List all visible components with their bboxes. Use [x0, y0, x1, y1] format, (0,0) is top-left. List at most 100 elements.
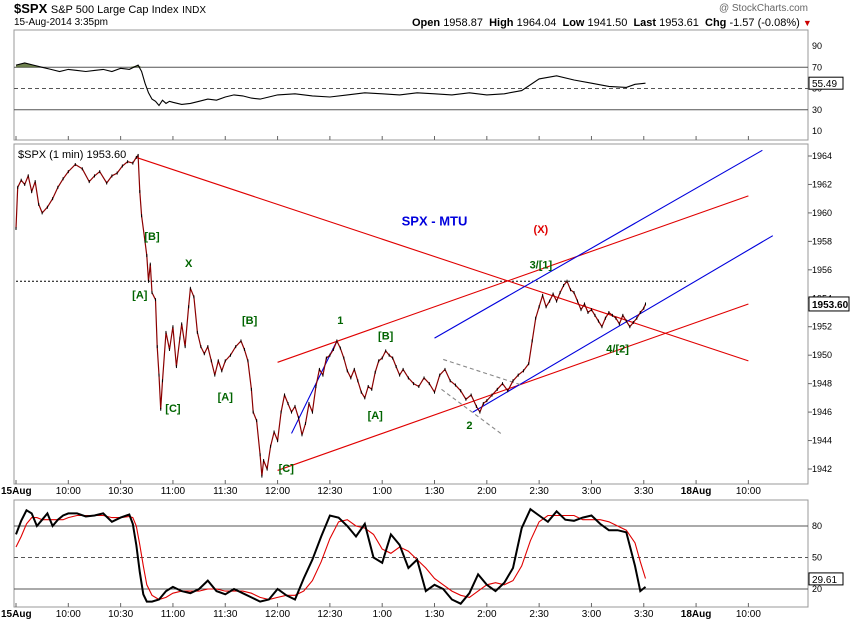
x-tick-label: 10:30	[108, 609, 133, 620]
high-value: 1964.04	[516, 17, 557, 29]
down-arrow-icon: ▼	[802, 18, 812, 28]
x-tick-label: 15Aug	[1, 609, 32, 620]
x-tick-label: 2:30	[529, 486, 549, 497]
rsi-last-box	[808, 76, 844, 90]
ohlc-summary: Open 1958.87 High 1964.04 Low 1941.50 La…	[412, 17, 812, 29]
x-tick-label: 15Aug	[1, 486, 32, 497]
lower-red-channel-line	[277, 303, 749, 471]
x-tick-label: 3:30	[634, 609, 654, 620]
x-tick-label: 2:30	[529, 609, 549, 620]
rsi-overbought-fill	[16, 63, 142, 68]
y-tick-label: 1960	[812, 208, 832, 218]
wave-label: 2	[466, 420, 472, 432]
low-value: 1941.50	[587, 17, 628, 29]
price-panel-frame	[13, 143, 809, 485]
y-tick-label: 1964	[812, 151, 832, 161]
rsi-tick-label: 90	[812, 41, 822, 51]
x-tick-label: 10:00	[736, 486, 761, 497]
chg-label: Chg	[705, 17, 727, 29]
y-tick-label: 1952	[812, 322, 832, 332]
wave-label: 4/[2]	[606, 343, 629, 355]
x-tick-label: 10:00	[56, 609, 81, 620]
stoch-tick-label: 20	[812, 584, 822, 594]
wave-label: X	[185, 258, 193, 270]
y-tick-label: 1956	[812, 265, 832, 275]
y-tick-label: 1962	[812, 179, 832, 189]
descending-red-line-line	[136, 156, 749, 362]
y-tick-label: 1944	[812, 436, 832, 446]
label-layer: $SPX (1 min) 1953.60 SPX - MTU [B] X [A] [B] […	[18, 149, 629, 475]
x-tick-label: 3:30	[634, 486, 654, 497]
x-tick-label: 11:30	[213, 486, 238, 497]
x-tick-label: 11:00	[161, 486, 186, 497]
upper-blue-channel-line	[434, 149, 763, 339]
high-label: High	[489, 17, 514, 29]
x-tick-label: 11:00	[161, 609, 186, 620]
rsi-last-label: 55.49	[812, 79, 837, 90]
grid-layer: 15Aug15Aug10:0010:0010:3010:3011:0011:00…	[1, 41, 850, 620]
wave-label: [A]	[218, 392, 234, 404]
wave-label: [B]	[144, 231, 160, 243]
price-series-line	[15, 153, 647, 477]
index-name: S&P 500 Large Cap Index	[50, 4, 179, 16]
y-tick-label: 1958	[812, 236, 832, 246]
rsi-tick-label: 30	[812, 105, 822, 115]
x-tick-label: 3:00	[582, 609, 602, 620]
upper-red-channel-line	[277, 195, 749, 363]
stoch-d-line	[15, 514, 647, 601]
price-panel-title: $SPX (1 min) 1953.60	[18, 149, 126, 161]
last-price-label: 1953.60	[812, 300, 849, 311]
open-value: 1958.87	[443, 17, 483, 29]
stoch-k-line	[15, 507, 647, 605]
wave-label: [C]	[279, 463, 295, 475]
x-tick-label: 11:30	[213, 609, 238, 620]
x-tick-label: 12:30	[317, 609, 342, 620]
y-tick-label: 1942	[812, 464, 832, 474]
stoch-tick-label: 80	[812, 521, 822, 531]
stoch-last-box	[808, 572, 844, 586]
y-tick-label: 1948	[812, 379, 832, 389]
trendline-layer	[16, 149, 774, 471]
x-tick-label: 18Aug	[681, 609, 712, 620]
wave-label: [C]	[165, 403, 181, 415]
x-tick-label: 1:00	[372, 609, 392, 620]
x-tick-label: 10:30	[108, 486, 133, 497]
open-label: Open	[412, 17, 441, 29]
lower-blue-channel-line	[472, 235, 774, 413]
chg-value: -1.57 (-0.08%)	[729, 17, 800, 29]
wave-label: [A]	[368, 410, 384, 422]
low-label: Low	[562, 17, 585, 29]
header-symbol-line: $SPX S&P 500 Large Cap Index INDX	[14, 1, 206, 16]
x-tick-label: 1:30	[425, 486, 445, 497]
x-tick-label: 12:00	[265, 609, 290, 620]
x-tick-label: 10:00	[736, 609, 761, 620]
wave-label: [A]	[132, 289, 148, 301]
wave-label: 3/[1]	[530, 259, 553, 271]
last-price-box	[808, 296, 850, 312]
rsi-panel-frame	[13, 29, 809, 141]
wave-label: [B]	[378, 331, 394, 343]
rsi-tick-label: 70	[812, 62, 822, 72]
x-tick-label: 2:00	[477, 486, 497, 497]
x-tick-label: 12:00	[265, 486, 290, 497]
exchange: INDX	[182, 5, 207, 16]
grey-wedge-bottom-line	[441, 388, 502, 434]
y-tick-label: 1946	[812, 407, 832, 417]
x-tick-label: 12:30	[317, 486, 342, 497]
x-tick-label: 1:00	[372, 486, 392, 497]
x-tick-label: 1:30	[425, 609, 445, 620]
rsi-series-line	[15, 62, 646, 107]
rsi-tick-label: 10	[812, 126, 822, 136]
x-tick-label: 3:00	[582, 486, 602, 497]
x-tick-label: 18Aug	[681, 486, 712, 497]
x-tick-label: 2:00	[477, 609, 497, 620]
wave-label: (X)	[534, 224, 549, 236]
stoch-tick-label: 50	[812, 553, 822, 563]
last-label: Last	[633, 17, 657, 29]
stoch-last-label: 29.61	[812, 575, 837, 586]
wave-label: 1	[337, 315, 343, 327]
x-tick-label: 10:00	[56, 486, 81, 497]
watermark: @ StockCharts.com	[718, 3, 808, 14]
series-layer	[15, 62, 647, 605]
